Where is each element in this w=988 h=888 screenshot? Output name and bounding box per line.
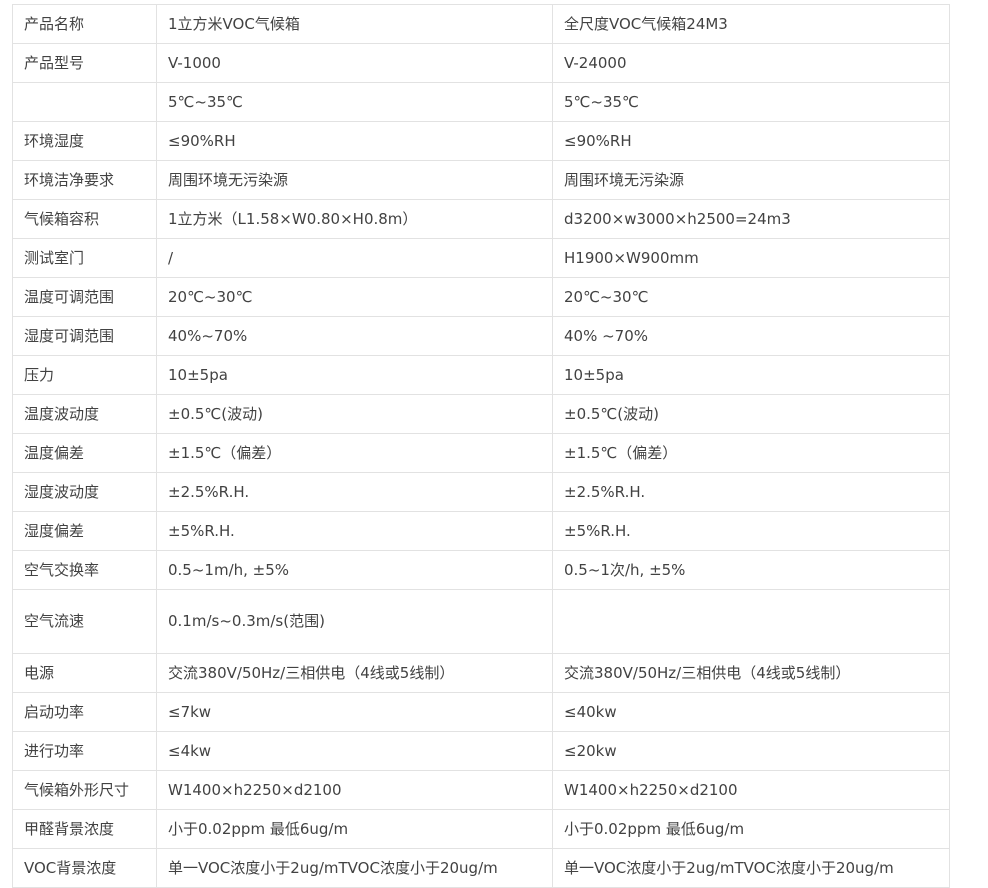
spec-label-cell: 环境洁净要求	[12, 160, 157, 200]
product2-value-cell: ≤40kw	[552, 692, 950, 732]
spec-row: 启动功率 ≤7kw ≤40kw	[12, 692, 950, 732]
product2-value-cell: ≤20kw	[552, 731, 950, 771]
spec-label-cell: 甲醛背景浓度	[12, 809, 157, 849]
spec-row: 5℃~35℃ 5℃~35℃	[12, 82, 950, 122]
product2-value-cell: 小于0.02ppm 最低6ug/m	[552, 809, 950, 849]
spec-row: 电源 交流380V/50Hz/三相供电（4线或5线制） 交流380V/50Hz/三相…	[12, 653, 950, 693]
spec-label-cell: 气候箱容积	[12, 199, 157, 239]
spec-row: 测试室门 / H1900×W900mm	[12, 238, 950, 278]
product2-value-cell: 10±5pa	[552, 355, 950, 395]
product1-value-cell: 小于0.02ppm 最低6ug/m	[156, 809, 553, 849]
spec-label-cell: 产品名称	[12, 4, 157, 44]
product2-value-cell: V-24000	[552, 43, 950, 83]
product1-value-cell: 5℃~35℃	[156, 82, 553, 122]
spec-row: 湿度可调范围 40%~70% 40% ~70%	[12, 316, 950, 356]
product2-value-cell: 40% ~70%	[552, 316, 950, 356]
spec-row: VOC背景浓度 单一VOC浓度小于2ug/mTVOC浓度小于20ug/m 单一VOC…	[12, 848, 950, 888]
spec-table-body: 产品名称 1立方米VOC气候箱 全尺度VOC气候箱24M3 产品型号 V-1000 V-2…	[12, 4, 950, 888]
product1-value-cell: ≤7kw	[156, 692, 553, 732]
spec-label-cell: 电源	[12, 653, 157, 693]
spec-label-cell: 湿度偏差	[12, 511, 157, 551]
product1-value-cell: V-1000	[156, 43, 553, 83]
spec-row: 温度可调范围 20℃~30℃ 20℃~30℃	[12, 277, 950, 317]
spec-label-cell: 进行功率	[12, 731, 157, 771]
spec-row: 气候箱容积 1立方米（L1.58×W0.80×H0.8m） d3200×w3000×…	[12, 199, 950, 239]
spec-label-cell: VOC背景浓度	[12, 848, 157, 888]
spec-label-cell: 气候箱外形尺寸	[12, 770, 157, 810]
spec-row: 甲醛背景浓度 小于0.02ppm 最低6ug/m 小于0.02ppm 最低6ug/m	[12, 809, 950, 849]
product1-value-cell: ±5%R.H.	[156, 511, 553, 551]
product2-value-cell: d3200×w3000×h2500=24m3	[552, 199, 950, 239]
product1-value-cell: 交流380V/50Hz/三相供电（4线或5线制）	[156, 653, 553, 693]
spec-row: 产品名称 1立方米VOC气候箱 全尺度VOC气候箱24M3	[12, 4, 950, 44]
spec-row: 空气交换率 0.5~1m/h, ±5% 0.5~1次/h, ±5%	[12, 550, 950, 590]
product2-value-cell	[552, 589, 950, 654]
spec-label-cell: 空气交换率	[12, 550, 157, 590]
product2-value-cell: H1900×W900mm	[552, 238, 950, 278]
spec-row: 空气流速 0.1m/s~0.3m/s(范围)	[12, 589, 950, 654]
spec-label-cell: 测试室门	[12, 238, 157, 278]
product2-value-cell: ±0.5℃(波动)	[552, 394, 950, 434]
product2-value-cell: ±2.5%R.H.	[552, 472, 950, 512]
product1-value-cell: ±0.5℃(波动)	[156, 394, 553, 434]
spec-label-cell: 温度波动度	[12, 394, 157, 434]
product1-value-cell: W1400×h2250×d2100	[156, 770, 553, 810]
spec-label-cell: 湿度波动度	[12, 472, 157, 512]
product1-value-cell: 40%~70%	[156, 316, 553, 356]
product2-value-cell: ±1.5℃（偏差）	[552, 433, 950, 473]
spec-label-cell: 温度可调范围	[12, 277, 157, 317]
product2-value-cell: 单一VOC浓度小于2ug/mTVOC浓度小于20ug/m	[552, 848, 950, 888]
product1-value-cell: 1立方米VOC气候箱	[156, 4, 553, 44]
spec-row: 进行功率 ≤4kw ≤20kw	[12, 731, 950, 771]
product2-value-cell: ±5%R.H.	[552, 511, 950, 551]
spec-row: 环境洁净要求 周围环境无污染源 周围环境无污染源	[12, 160, 950, 200]
product1-value-cell: ≤4kw	[156, 731, 553, 771]
page: 产品名称 1立方米VOC气候箱 全尺度VOC气候箱24M3 产品型号 V-1000 V-2…	[0, 4, 988, 888]
spec-row: 压力 10±5pa 10±5pa	[12, 355, 950, 395]
product1-value-cell: 0.5~1m/h, ±5%	[156, 550, 553, 590]
spec-row: 湿度偏差 ±5%R.H. ±5%R.H.	[12, 511, 950, 551]
product1-value-cell: 1立方米（L1.58×W0.80×H0.8m）	[156, 199, 553, 239]
spec-label-cell: 启动功率	[12, 692, 157, 732]
product2-value-cell: W1400×h2250×d2100	[552, 770, 950, 810]
product-spec-table: 产品名称 1立方米VOC气候箱 全尺度VOC气候箱24M3 产品型号 V-1000 V-2…	[12, 4, 950, 888]
product2-value-cell: 周围环境无污染源	[552, 160, 950, 200]
spec-label-cell: 空气流速	[12, 589, 157, 654]
spec-label-cell: 温度偏差	[12, 433, 157, 473]
spec-label-cell: 产品型号	[12, 43, 157, 83]
product2-value-cell: 0.5~1次/h, ±5%	[552, 550, 950, 590]
spec-label-cell: 压力	[12, 355, 157, 395]
product1-value-cell: /	[156, 238, 553, 278]
spec-row: 产品型号 V-1000 V-24000	[12, 43, 950, 83]
product2-value-cell: ≤90%RH	[552, 121, 950, 161]
spec-label-cell: 环境湿度	[12, 121, 157, 161]
product1-value-cell: ≤90%RH	[156, 121, 553, 161]
product1-value-cell: 0.1m/s~0.3m/s(范围)	[156, 589, 553, 654]
spec-row: 温度波动度 ±0.5℃(波动) ±0.5℃(波动)	[12, 394, 950, 434]
product2-value-cell: 全尺度VOC气候箱24M3	[552, 4, 950, 44]
product2-value-cell: 20℃~30℃	[552, 277, 950, 317]
product1-value-cell: 10±5pa	[156, 355, 553, 395]
spec-row: 湿度波动度 ±2.5%R.H. ±2.5%R.H.	[12, 472, 950, 512]
product2-value-cell: 交流380V/50Hz/三相供电（4线或5线制）	[552, 653, 950, 693]
spec-label-cell: 湿度可调范围	[12, 316, 157, 356]
product1-value-cell: 20℃~30℃	[156, 277, 553, 317]
spec-label-cell	[12, 82, 157, 122]
product1-value-cell: 单一VOC浓度小于2ug/mTVOC浓度小于20ug/m	[156, 848, 553, 888]
product1-value-cell: ±1.5℃（偏差）	[156, 433, 553, 473]
spec-row: 温度偏差 ±1.5℃（偏差） ±1.5℃（偏差）	[12, 433, 950, 473]
spec-row: 气候箱外形尺寸 W1400×h2250×d2100 W1400×h2250×d210…	[12, 770, 950, 810]
spec-row: 环境湿度 ≤90%RH ≤90%RH	[12, 121, 950, 161]
product2-value-cell: 5℃~35℃	[552, 82, 950, 122]
product1-value-cell: ±2.5%R.H.	[156, 472, 553, 512]
product1-value-cell: 周围环境无污染源	[156, 160, 553, 200]
